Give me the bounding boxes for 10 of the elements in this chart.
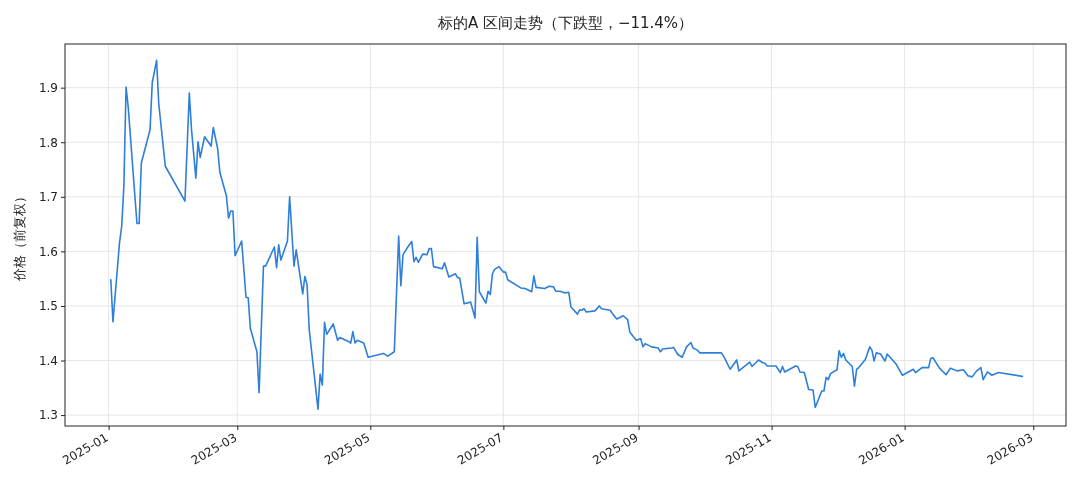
y-tick-label: 1.9 [38, 81, 58, 95]
line-series [110, 59, 1024, 410]
y-tick-label: 1.7 [38, 190, 58, 205]
y-axis-title: 价格（前复权） [12, 189, 27, 282]
y-tick-label: 1.5 [38, 299, 58, 314]
y-tick-label: 1.3 [38, 408, 58, 423]
y-tick-label: 1.8 [38, 135, 58, 150]
y-tick-label: 1.4 [38, 353, 58, 368]
y-tick-label: 1.6 [38, 244, 58, 259]
chart-title: 标的A 区间走势（下跌型，−11.4%） [436, 14, 694, 32]
